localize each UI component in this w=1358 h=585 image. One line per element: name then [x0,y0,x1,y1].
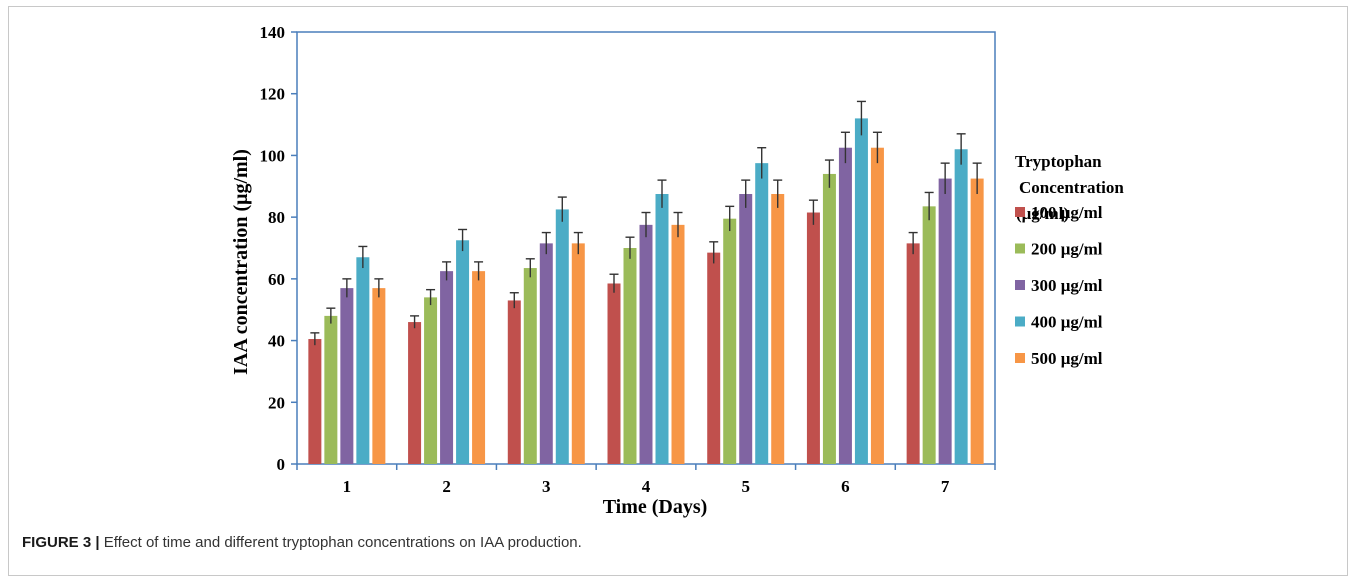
legend-swatch [1015,207,1025,217]
figure-caption: FIGURE 3 | Effect of time and different … [22,534,582,551]
y-tick-label: 100 [260,146,286,165]
x-axis-title: Time (Days) [603,496,708,518]
legend-swatch [1015,280,1025,290]
bar [539,243,553,464]
legend-label: 100 μg/ml [1031,203,1103,222]
bar [340,288,354,464]
bar [771,194,785,464]
bar [870,147,884,464]
bar [671,224,685,464]
caption-text: Effect of time and different tryptophan … [99,534,582,551]
bar [324,315,338,464]
y-axis-ticks: 0 20 40 60 80 100 120 140 [260,23,297,474]
bar [523,268,537,464]
bar [472,271,486,464]
x-tick-label: 3 [542,477,551,496]
bar [906,243,920,464]
legend-label: 200 μg/ml [1031,240,1103,259]
x-tick-label: 1 [343,477,352,496]
bar [424,297,438,464]
legend-swatch [1015,243,1025,254]
bar [723,218,737,464]
bar [571,243,585,464]
x-axis-ticks: 1 2 3 4 5 6 7 [296,464,996,496]
legend-title-line: Tryptophan [1015,152,1102,171]
y-tick-label: 0 [277,455,286,474]
x-tick-label: 5 [741,477,750,496]
bar [356,257,370,464]
legend: Tryptophan Concentration (μg/ml)100 μg/ml 2… [1015,152,1124,368]
bar [938,178,952,465]
bars [308,100,984,465]
bar [707,252,721,464]
y-tick-label: 40 [268,332,285,351]
bar [822,173,836,464]
y-axis-title: IAA concentration (μg/ml) [230,149,252,375]
bar [372,288,386,464]
x-tick-label: 2 [442,477,451,496]
x-tick-label: 7 [941,477,950,496]
x-tick-label: 4 [642,477,651,496]
legend-title-line: (μg/ml) [1016,204,1069,223]
y-tick-label: 60 [268,270,285,289]
legend-title-line: Concentration [1019,178,1124,197]
bar [555,209,569,464]
bar [806,212,820,464]
bar [607,283,621,464]
x-tick-label: 6 [841,477,850,496]
bar [507,300,521,464]
bar [440,271,454,464]
bar [639,224,653,464]
bar [623,248,637,464]
bar [755,163,769,464]
bar [308,339,322,464]
legend-swatch [1015,316,1025,327]
legend-label: 300 μg/ml [1031,276,1103,295]
bar [408,322,422,464]
bar [739,194,753,464]
bar [456,240,470,464]
figure-frame [8,6,1348,576]
y-tick-label: 120 [260,85,286,104]
caption-label: FIGURE 3 | [22,534,100,551]
y-tick-label: 20 [268,393,285,412]
bar [854,118,868,465]
y-tick-label: 140 [260,23,286,42]
bar [838,147,852,464]
legend-swatch [1015,353,1025,363]
bar [970,178,984,465]
legend-label: 500 μg/ml [1031,349,1103,368]
bar [922,206,936,465]
bar [954,149,968,464]
legend-label: 400 μg/ml [1031,313,1103,332]
y-tick-label: 80 [268,208,285,227]
bar [655,194,669,464]
bar-chart: 0 20 40 60 80 100 120 140 1 2 3 4 5 6 7 Time (Days) I… [230,23,1124,518]
